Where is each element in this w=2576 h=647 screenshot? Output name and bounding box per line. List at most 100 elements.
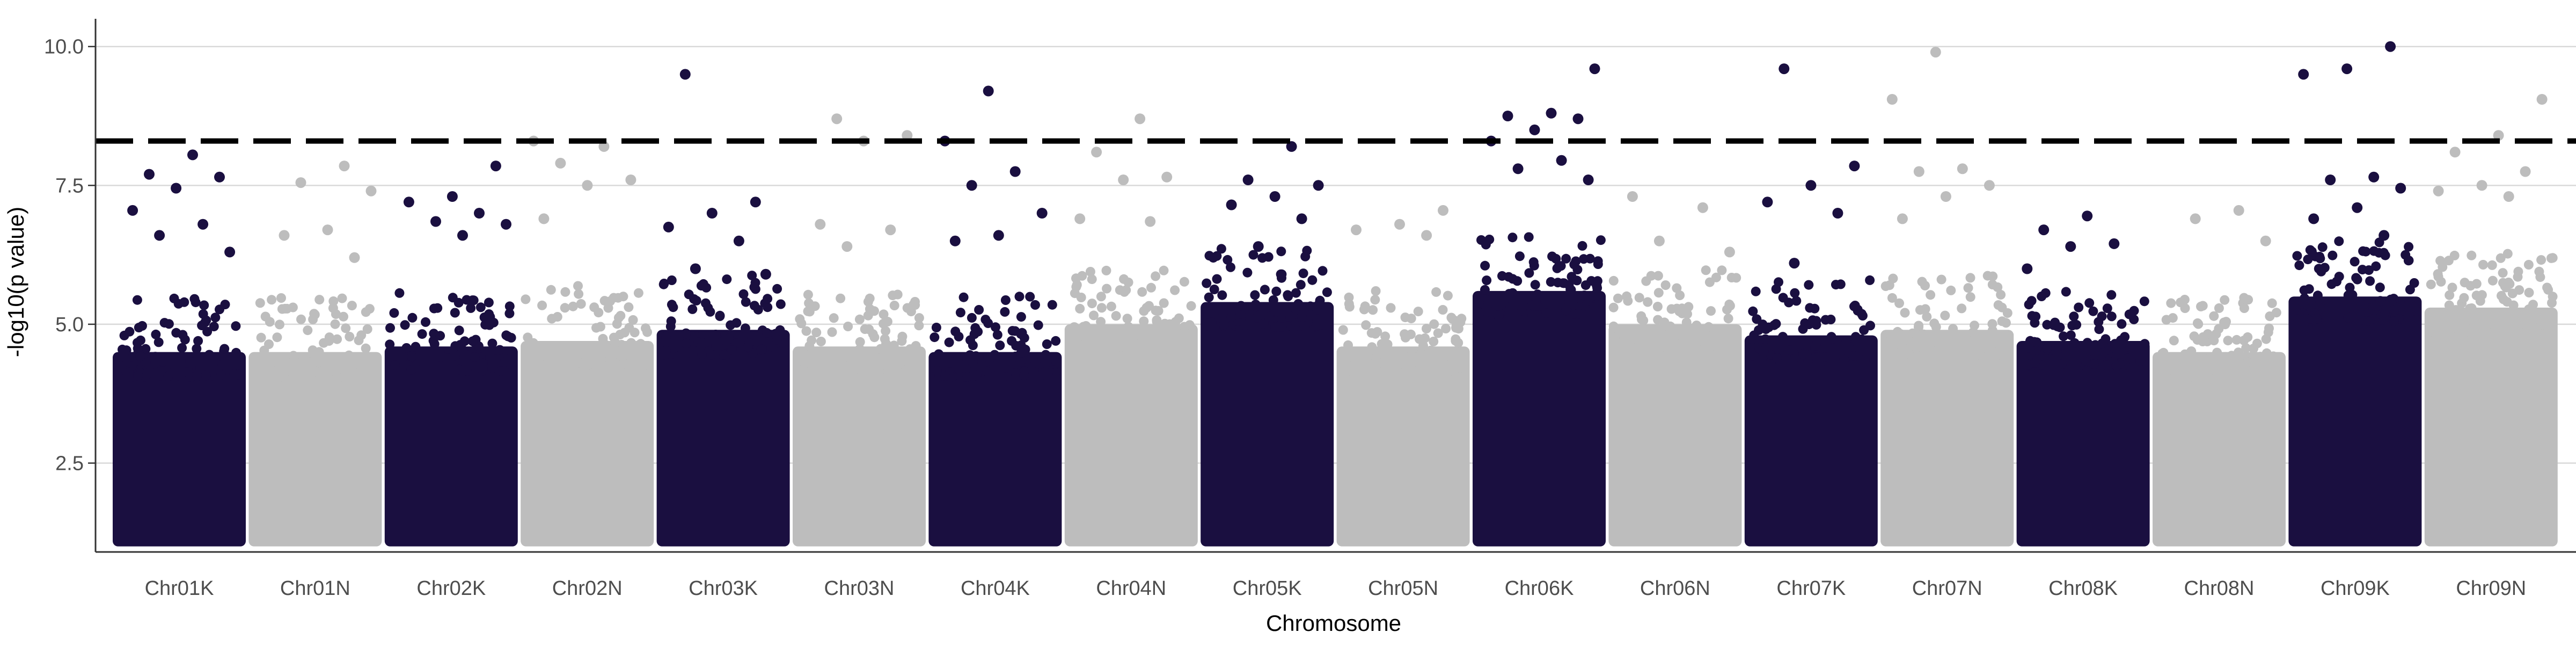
snp-point [322, 224, 333, 236]
snp-point [2291, 304, 2301, 315]
dense-snp-band [248, 352, 382, 547]
snp-point [879, 309, 889, 319]
snp-point [1380, 331, 1391, 341]
snp-point [827, 327, 837, 337]
snp-point [454, 365, 464, 375]
snp-point [829, 313, 839, 323]
snp-point [750, 197, 761, 208]
snp-point [1296, 213, 1307, 224]
snp-point [2334, 236, 2344, 246]
chromosome-series-chr04n [1064, 113, 1198, 547]
snp-point [2435, 256, 2446, 266]
snp-point [122, 371, 132, 381]
snp-point [2385, 41, 2396, 52]
snp-point [2066, 330, 2076, 340]
chromosome-series-chr07n [1880, 47, 2014, 547]
snp-point [1204, 292, 1214, 302]
snp-point [362, 324, 372, 334]
snp-point [1286, 141, 1297, 152]
snp-point [681, 338, 691, 348]
snp-point [1391, 348, 1401, 358]
snp-point [1760, 334, 1770, 344]
snp-point [701, 282, 712, 293]
snp-point [1119, 274, 1129, 284]
snp-point [1588, 311, 1598, 321]
snp-point [822, 347, 832, 358]
x-tick-label: Chr03K [689, 577, 758, 600]
snp-point [314, 347, 324, 357]
snp-point [265, 317, 275, 327]
snp-point [2463, 311, 2473, 322]
snp-point [474, 208, 485, 219]
snp-point [2197, 372, 2207, 382]
snp-point [1351, 224, 1362, 236]
x-tick-label: Chr07K [1776, 577, 1846, 600]
snp-point [1422, 324, 1431, 334]
snp-point [1151, 306, 1161, 316]
chromosome-series-chr08n [2153, 205, 2286, 547]
snp-point [337, 293, 347, 303]
snp-point [535, 349, 545, 359]
snp-point [1960, 347, 1971, 357]
snp-point [711, 330, 721, 339]
snp-point [2459, 293, 2469, 303]
snp-point [1033, 320, 1043, 330]
snp-point [1556, 155, 1567, 166]
dense-snp-band [928, 352, 1062, 547]
snp-point [450, 341, 460, 351]
snp-point [417, 329, 427, 339]
snp-point [598, 333, 608, 344]
snp-point [604, 360, 614, 370]
snp-point [1438, 305, 1448, 315]
snp-point [1649, 326, 1659, 337]
dense-snp-band [1880, 330, 2014, 547]
snp-point [775, 299, 786, 309]
snp-point [1789, 258, 1800, 269]
snp-point [1682, 309, 1692, 319]
snp-point [1145, 216, 1156, 227]
snp-point [908, 348, 918, 359]
snp-point [804, 298, 814, 308]
snp-point [1850, 301, 1860, 310]
snp-point [467, 295, 478, 306]
snp-point [2246, 372, 2256, 382]
snp-point [1216, 244, 1226, 254]
snp-point [470, 352, 480, 362]
snp-point [860, 324, 870, 334]
snp-point [495, 345, 505, 355]
snp-point [1613, 293, 1623, 303]
snp-point [1101, 265, 1111, 275]
snp-point [2067, 321, 2077, 331]
snp-point [1706, 306, 1716, 316]
snp-point [870, 354, 880, 364]
snp-point [1996, 289, 2006, 300]
snp-point [795, 314, 805, 324]
snp-point [1512, 163, 1524, 175]
snp-point [1653, 315, 1663, 325]
snp-point [909, 300, 918, 310]
snp-point [2117, 319, 2127, 329]
snp-point [276, 293, 286, 303]
x-tick-label: Chr09K [2321, 577, 2390, 600]
snp-point [1162, 344, 1173, 354]
snp-point [1660, 330, 1670, 340]
snp-point [625, 175, 636, 185]
snp-point [681, 328, 691, 338]
snp-point [1043, 369, 1053, 379]
snp-point [484, 297, 494, 308]
snp-point [971, 370, 981, 381]
snp-point [2190, 213, 2201, 224]
snp-point [1451, 316, 1461, 326]
snp-point [2168, 313, 2178, 323]
snp-point [1159, 265, 1169, 275]
snp-point [1082, 329, 1092, 339]
snp-point [133, 370, 143, 381]
snp-point [288, 302, 298, 312]
snp-point [2343, 312, 2353, 323]
snp-point [214, 171, 225, 183]
snp-point [1849, 351, 1859, 361]
snp-point [2449, 147, 2461, 158]
snp-point [2196, 301, 2206, 311]
snp-point [2467, 250, 2477, 260]
snp-point [1957, 163, 1968, 175]
